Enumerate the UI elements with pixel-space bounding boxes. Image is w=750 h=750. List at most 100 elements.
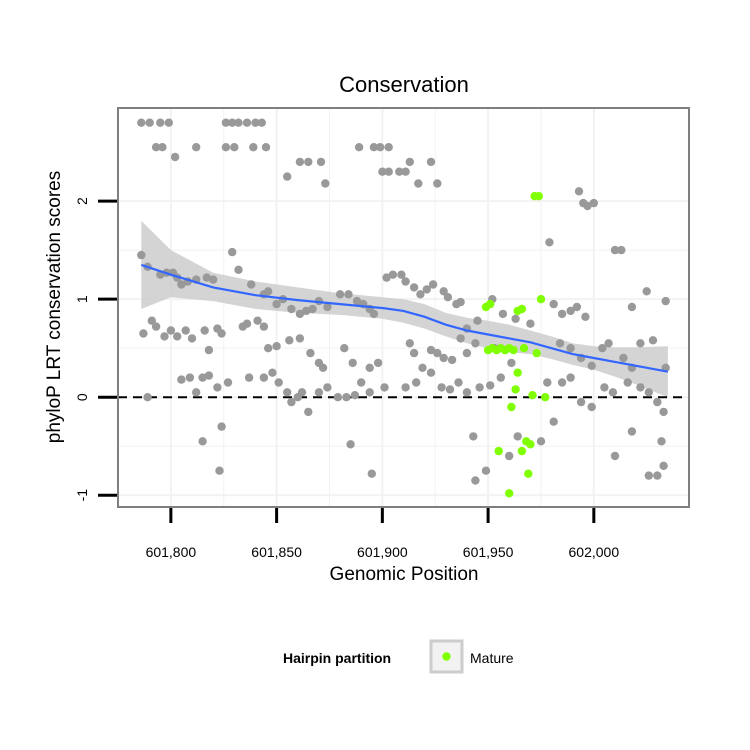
data-point [384,143,393,152]
data-point [192,388,201,397]
mature-point [486,299,495,309]
data-point [443,293,453,302]
data-point [242,319,252,328]
data-point [473,316,482,325]
data-point [306,348,315,358]
data-point [395,167,404,176]
data-point [378,167,387,176]
data-point [202,273,211,282]
data-point [259,322,269,331]
data-point [644,471,653,480]
data-point [376,143,385,152]
data-point [173,332,182,341]
data-point [373,358,383,368]
data-point [318,363,328,372]
data-point [610,245,620,255]
data-point [433,179,442,188]
data-point [653,397,662,407]
data-point [648,336,658,345]
data-point [481,466,491,475]
data-point [549,417,558,426]
data-point [264,287,273,296]
data-point [156,118,165,127]
y-tick-label: -1 [74,489,90,502]
data-point [346,440,355,449]
x-tick-label: 601,850 [251,544,302,560]
data-point [209,275,218,284]
data-point [181,326,190,335]
data-point [274,378,283,387]
data-point [447,355,457,365]
data-point [384,167,393,176]
data-point [623,378,632,387]
data-point [587,361,596,370]
data-point [228,247,237,257]
legend-mature-marker [442,652,451,661]
data-point [323,302,332,312]
data-point [401,277,410,286]
mature-point [511,385,520,394]
data-point [642,287,651,296]
mature-points [481,192,550,498]
data-point [234,118,243,127]
data-point [166,326,176,335]
y-axis-ticks: -1 0 1 2 [74,197,117,501]
data-point [380,383,389,392]
data-point [416,290,425,299]
data-point [340,344,349,353]
data-point [513,432,522,441]
data-point [151,143,161,152]
data-point [217,422,226,431]
data-point [557,378,567,387]
data-point [439,353,448,363]
data-point [295,334,305,343]
data-point [600,383,609,392]
data-point [583,201,592,211]
data-point [576,397,586,407]
data-point [661,296,670,306]
data-point [412,378,421,387]
data-point [659,407,668,417]
data-point [462,348,472,358]
data-point [401,383,410,392]
legend: Hairpin partition Mature [283,639,514,674]
data-point [230,143,239,152]
mature-point [541,393,550,402]
data-point [572,302,582,312]
data-point [151,322,161,331]
data-point [147,316,156,325]
data-point [365,388,374,397]
mature-point [519,344,529,353]
data-point [426,368,436,377]
data-point [426,345,436,355]
data-point [414,179,423,188]
data-point [536,437,546,446]
data-point [475,383,484,392]
data-point [636,339,645,348]
data-point [549,299,558,309]
mature-point [517,304,527,314]
data-point [287,304,296,314]
data-point [215,466,224,475]
data-point [566,344,575,353]
data-point [545,238,554,247]
data-point [321,179,330,188]
data-point [418,363,427,372]
data-point [192,143,201,152]
data-point [251,118,260,127]
data-point [242,118,252,127]
data-point [316,157,326,167]
data-point [581,312,590,321]
data-point [365,363,374,372]
data-point [217,329,226,338]
data-point [234,265,243,274]
data-point [198,437,207,446]
data-point [244,373,254,382]
data-point [409,283,419,292]
data-point [185,373,195,382]
plot-panel [117,107,690,508]
legend-title: Hairpin partition [283,650,391,666]
data-point [397,270,406,279]
mature-point [507,402,516,412]
data-point [367,469,376,478]
